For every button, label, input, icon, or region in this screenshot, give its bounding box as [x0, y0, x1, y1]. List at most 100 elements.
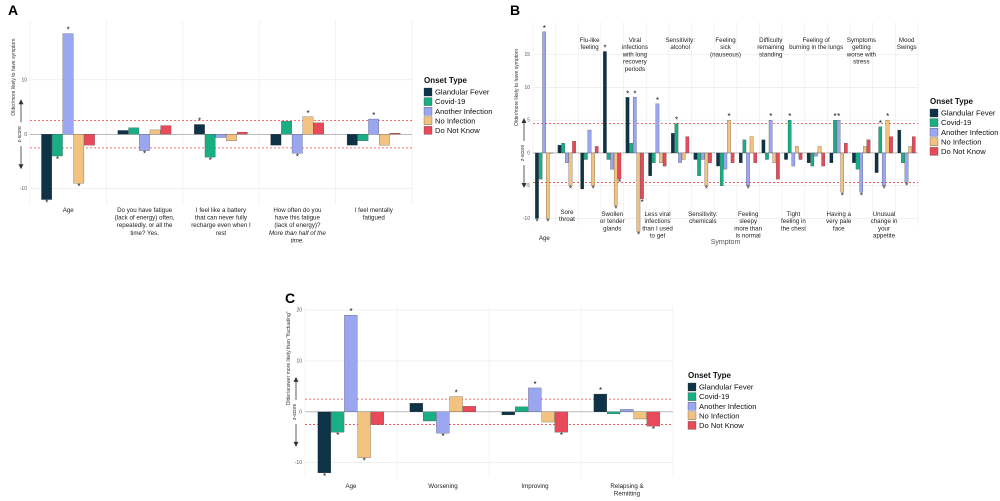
bar — [659, 152, 663, 163]
significance-star: * — [198, 116, 201, 125]
legend-swatch — [929, 137, 939, 146]
bar — [128, 127, 140, 135]
bar — [829, 152, 834, 163]
y-axis-zscore-label: z-score — [520, 145, 526, 162]
category-label-bottom: Age — [539, 235, 551, 242]
bar — [700, 152, 705, 160]
significance-star: * — [656, 96, 659, 105]
panel-label-C: C — [285, 290, 295, 306]
bar — [874, 152, 879, 173]
bar — [594, 146, 599, 154]
bar — [41, 134, 52, 200]
significance-star: * — [323, 472, 326, 481]
bar — [587, 129, 592, 154]
y-axis-label: Older/answer more likely than "fluctuati… — [286, 311, 292, 405]
category-label-top: sick — [720, 44, 732, 51]
bar — [768, 120, 773, 154]
significance-star: * — [879, 119, 882, 128]
bar — [389, 133, 401, 135]
bar — [236, 131, 248, 135]
significance-star: * — [77, 182, 80, 191]
category-label-top: Difficulty — [759, 37, 783, 44]
bar — [651, 152, 656, 163]
y-arrow-down-head — [18, 164, 24, 170]
significance-star: * — [905, 181, 908, 190]
legend-entry: Glandular Fever — [699, 383, 754, 392]
significance-star: * — [637, 231, 640, 240]
category-label-top: Feeling — [715, 37, 736, 44]
category-label: I feel like a battery — [196, 207, 247, 214]
bar — [331, 411, 345, 433]
bar — [603, 51, 607, 154]
bar — [681, 152, 686, 160]
bar — [904, 152, 909, 183]
category-label-bottom: throat — [559, 216, 575, 223]
category-label: have this fatigue — [275, 215, 321, 222]
bar — [620, 409, 634, 412]
bar — [911, 136, 916, 154]
category-label: (lack of energy) often, — [115, 215, 175, 222]
bar — [591, 152, 595, 186]
bar — [636, 152, 641, 232]
legend-entry: Another Infection — [699, 402, 756, 411]
y-tick-label: 10 — [21, 77, 27, 83]
bar — [346, 134, 358, 146]
bar — [708, 152, 712, 163]
category-label-bottom: glands — [603, 225, 621, 232]
bar — [795, 146, 799, 154]
bar — [655, 103, 660, 154]
bar — [541, 411, 555, 423]
bar — [379, 134, 390, 146]
bar — [908, 146, 912, 154]
category-label-bottom: very pale — [826, 218, 852, 225]
bar — [84, 134, 95, 146]
bar — [704, 152, 709, 186]
bar — [678, 152, 682, 163]
significance-star: * — [599, 386, 602, 395]
category-label-bottom: the chest — [781, 225, 806, 232]
y-axis-zscore-label: z-score — [292, 403, 298, 420]
category-label: rest — [216, 230, 227, 237]
y-axis-zscore-label: z-score — [17, 126, 23, 143]
bar — [139, 134, 150, 151]
significance-star: * — [546, 217, 549, 226]
bar — [863, 146, 867, 154]
bar — [302, 116, 314, 135]
bar — [160, 125, 172, 135]
legend-entry: Do Not Know — [699, 421, 744, 430]
bar — [593, 393, 607, 412]
significance-star: * — [728, 112, 731, 121]
bar — [501, 411, 515, 416]
category-label-bottom: Less viral — [644, 211, 670, 218]
category-label: time? Yes. — [130, 230, 159, 237]
bar — [542, 31, 546, 154]
y-tick-label: 0 — [24, 132, 27, 138]
significance-star: * — [67, 26, 70, 35]
legend-swatch — [929, 128, 939, 137]
y-tick-label: -10 — [523, 216, 530, 222]
bar — [671, 133, 675, 154]
bar — [357, 411, 371, 458]
significance-star: * — [569, 185, 572, 194]
legend: Onset Type Glandular FeverCovid-19Another… — [929, 97, 998, 156]
y-tick-label: -5 — [526, 183, 531, 189]
category-label: Age — [345, 483, 357, 490]
y-tick-label: -10 — [295, 460, 302, 466]
bar — [546, 152, 550, 219]
category-label-bottom: than I used — [642, 225, 673, 232]
category-label: Remitting — [614, 491, 641, 498]
y-arrow-up-head — [18, 99, 24, 105]
legend-entry: Glandular Fever — [941, 109, 996, 118]
significance-star: * — [349, 307, 352, 316]
category-label-bottom: Having a — [827, 211, 852, 218]
significance-star: * — [603, 43, 606, 52]
significance-star: * — [705, 185, 708, 194]
bar — [52, 134, 63, 157]
category-label: repeatedly, or all the — [117, 222, 173, 229]
bar — [436, 411, 450, 434]
bar — [557, 144, 562, 154]
category-label-part: time? Yes. — [130, 230, 159, 237]
legend-swatch — [929, 108, 939, 118]
category-label-top: Swings — [897, 44, 917, 51]
bar — [625, 97, 630, 154]
